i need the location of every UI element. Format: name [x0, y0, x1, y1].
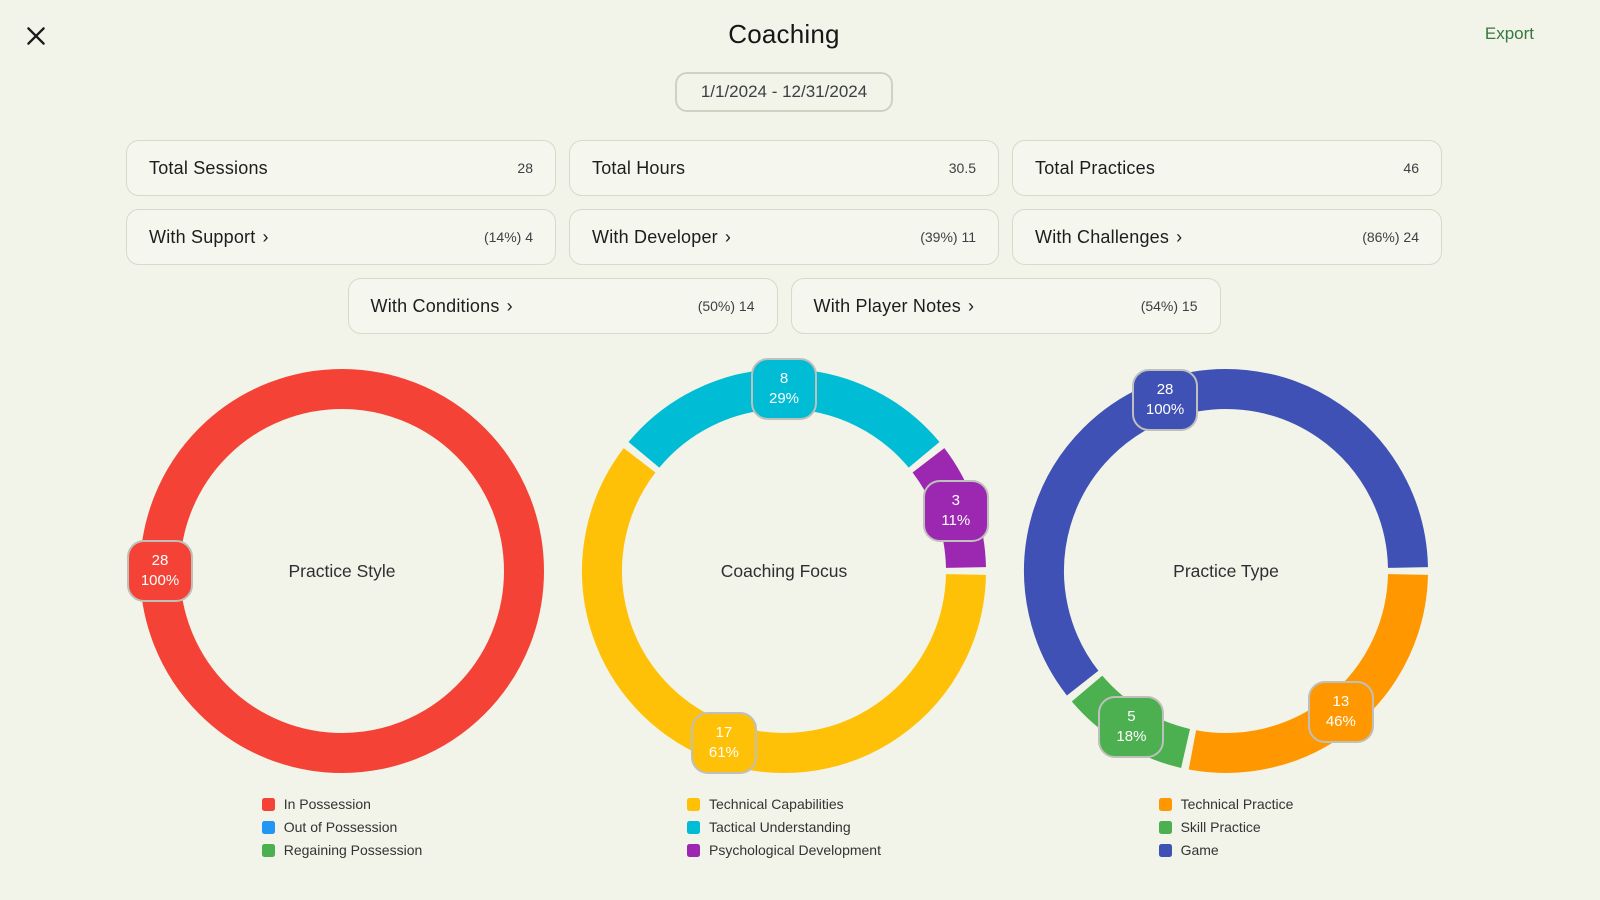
legend-item-skill-practice: Skill Practice — [1158, 819, 1294, 835]
charts-row: Practice Style 28 100% In Possession Out of… — [0, 358, 1568, 858]
donut-segment-technical-capabilities[interactable] — [582, 448, 986, 773]
stats-row-filters-1: With Support › (14%) 4 With Developer › … — [126, 209, 1442, 265]
stat-card-with-challenges[interactable]: With Challenges › (86%) 24 — [1012, 209, 1442, 265]
legend-label: Psychological Development — [709, 842, 881, 858]
date-range-row: 1/1/2024 - 12/31/2024 — [0, 72, 1568, 112]
legend-swatch-icon — [687, 820, 700, 834]
legend-label: Game — [1180, 842, 1219, 858]
stat-value: (86%) 24 — [1362, 229, 1419, 245]
stat-value: (39%) 11 — [920, 229, 976, 245]
stat-card-total-sessions: Total Sessions 28 — [126, 140, 556, 196]
chart-practice-style: Practice Style 28 100% In Possession Out of… — [121, 361, 563, 858]
chevron-right-icon: › — [724, 226, 731, 247]
chevron-right-icon: › — [967, 295, 974, 316]
stats-section: Total Sessions 28 Total Hours 30.5 Total… — [126, 140, 1442, 334]
donut-svg — [140, 369, 544, 773]
close-icon — [27, 27, 45, 45]
chart-legend: Technical Practice Skill Practice Game — [1158, 796, 1294, 858]
chart-coaching-focus: Coaching Focus 17 61% 8 29% 3 11% Technical Ca… — [563, 358, 1005, 858]
donut-segment-in-possession[interactable] — [140, 369, 544, 773]
page-title: Coaching — [728, 19, 840, 49]
donut-svg — [582, 369, 986, 773]
stat-value: (14%) 4 — [483, 229, 533, 245]
legend-item-in-possession: In Possession — [261, 796, 423, 812]
legend-label: Out of Possession — [283, 819, 398, 835]
legend-swatch-icon — [687, 797, 700, 811]
stat-value: (54%) 15 — [1140, 298, 1198, 314]
stats-row-filters-2: With Conditions › (50%) 14 With Player N… — [126, 278, 1442, 334]
stat-card-with-player-notes[interactable]: With Player Notes › (54%) 15 — [790, 278, 1221, 334]
stat-card-with-conditions[interactable]: With Conditions › (50%) 14 — [347, 278, 778, 334]
stat-label: With Challenges — [1035, 226, 1170, 247]
legend-item-out-of-possession: Out of Possession — [261, 819, 423, 835]
donut-svg — [1024, 369, 1428, 773]
legend-label: Skill Practice — [1180, 819, 1261, 835]
legend-label: Technical Capabilities — [709, 796, 844, 812]
legend-item-tactical-understanding: Tactical Understanding — [687, 819, 881, 835]
donut-segment-game[interactable] — [1024, 369, 1428, 696]
stat-card-total-practices: Total Practices 46 — [1012, 140, 1442, 196]
stat-label: Total Practices — [1035, 157, 1156, 178]
legend-item-psychological-development: Psychological Development — [687, 842, 881, 858]
chevron-right-icon: › — [506, 295, 513, 316]
stat-card-total-hours: Total Hours 30.5 — [569, 140, 999, 196]
chart-legend: Technical Capabilities Tactical Understan… — [687, 796, 881, 858]
legend-swatch-icon — [261, 820, 275, 834]
stat-label: With Developer — [592, 226, 718, 247]
legend-item-regaining-possession: Regaining Possession — [261, 842, 423, 858]
legend-label: Regaining Possession — [283, 842, 423, 858]
stat-card-with-support[interactable]: With Support › (14%) 4 — [126, 209, 556, 265]
stat-value: 28 — [517, 160, 533, 176]
stat-label: With Support — [149, 226, 256, 247]
chevron-right-icon: › — [1176, 226, 1183, 247]
donut-segment-tactical-understanding[interactable] — [628, 369, 940, 468]
stat-card-with-developer[interactable]: With Developer › (39%) 11 — [569, 209, 999, 265]
donut-segment-psychological-development[interactable] — [912, 448, 986, 569]
close-button[interactable] — [23, 23, 49, 49]
legend-swatch-icon — [261, 797, 275, 811]
stats-row-totals: Total Sessions 28 Total Hours 30.5 Total… — [126, 140, 1442, 196]
donut-segment-technical-practice[interactable] — [1188, 573, 1428, 773]
stat-value: (50%) 14 — [697, 298, 755, 314]
legend-item-technical-capabilities: Technical Capabilities — [687, 796, 881, 812]
legend-item-technical-practice: Technical Practice — [1158, 796, 1294, 812]
stat-label: Total Sessions — [149, 157, 268, 178]
legend-swatch-icon — [1158, 797, 1172, 811]
chart-legend: In Possession Out of Possession Regaining … — [261, 796, 423, 858]
donut-chart[interactable]: Coaching Focus 17 61% 8 29% 3 11% — [574, 358, 994, 781]
stat-label: With Conditions — [370, 295, 500, 316]
chart-practice-type: Practice Type 13 46% 5 18% 28 100% Technical P… — [1005, 361, 1447, 858]
donut-chart[interactable]: Practice Style 28 100% — [127, 361, 552, 781]
legend-label: In Possession — [283, 796, 371, 812]
stat-label: With Player Notes — [813, 295, 961, 316]
stat-value: 46 — [1403, 160, 1419, 176]
stat-label: Total Hours — [592, 157, 686, 178]
legend-label: Technical Practice — [1180, 796, 1294, 812]
legend-swatch-icon — [1158, 820, 1172, 834]
donut-segment-skill-practice[interactable] — [1071, 675, 1191, 768]
stat-value: 30.5 — [948, 160, 976, 176]
chevron-right-icon: › — [262, 226, 269, 247]
legend-item-game: Game — [1158, 842, 1294, 858]
export-button[interactable]: Export — [1484, 24, 1534, 43]
legend-swatch-icon — [261, 843, 275, 857]
legend-swatch-icon — [687, 843, 700, 857]
donut-chart[interactable]: Practice Type 13 46% 5 18% 28 100% — [1016, 361, 1436, 781]
legend-label: Tactical Understanding — [709, 819, 851, 835]
legend-swatch-icon — [1158, 843, 1172, 857]
date-range-button[interactable]: 1/1/2024 - 12/31/2024 — [674, 72, 894, 112]
